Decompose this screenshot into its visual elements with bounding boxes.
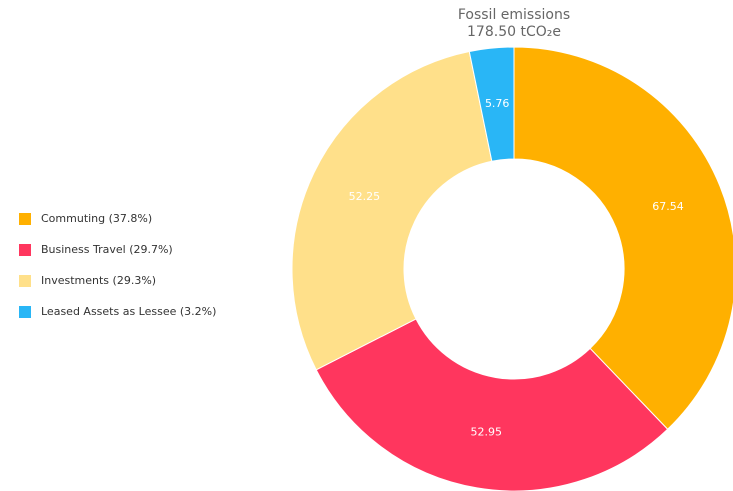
donut-segment	[291, 50, 493, 371]
donut-segment	[513, 46, 733, 430]
donut-segment	[468, 46, 515, 162]
data-label: 67.54	[652, 200, 684, 213]
donut-segment	[315, 318, 669, 491]
data-label: 52.95	[471, 426, 503, 439]
legend-label: Business Travel (29.7%)	[41, 243, 173, 256]
chart-title: Fossil emissions	[458, 7, 570, 23]
legend-label: Investments (29.3%)	[41, 274, 156, 287]
chart-subtitle: 178.50 tCO₂e	[467, 24, 561, 40]
data-label: 52.25	[349, 190, 381, 203]
legend-swatch	[19, 213, 31, 225]
legend-swatch	[19, 244, 31, 256]
legend-swatch	[19, 275, 31, 287]
legend-label: Commuting (37.8%)	[41, 212, 152, 225]
legend-swatch	[19, 306, 31, 318]
legend-label: Leased Assets as Lessee (3.2%)	[41, 305, 216, 318]
data-label: 5.76	[485, 97, 510, 110]
